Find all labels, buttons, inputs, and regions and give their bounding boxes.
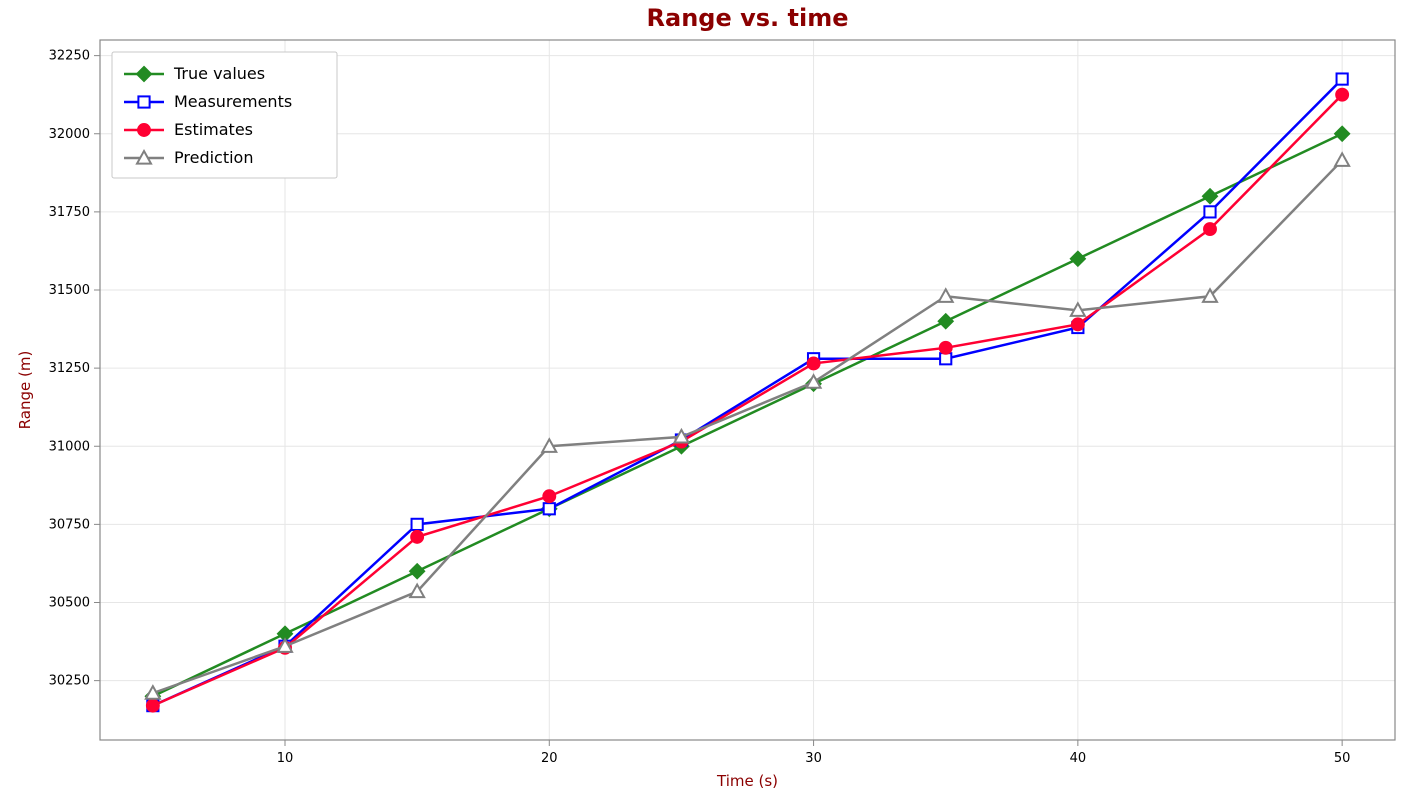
x-tick-label: 30 (805, 751, 822, 766)
x-tick-label: 20 (541, 751, 558, 766)
y-axis-label: Range (m) (16, 351, 34, 430)
x-tick-label: 10 (277, 751, 294, 766)
y-tick-label: 30750 (49, 517, 90, 532)
y-tick-label: 31500 (49, 283, 90, 298)
legend-label: Estimates (174, 120, 253, 139)
range-vs-time-chart: 10 20 30 40 50 30250 30500 30750 31000 31250 31500… (0, 0, 1419, 789)
y-tick-label: 32000 (49, 127, 90, 142)
chart-title: Range vs. time (647, 4, 849, 32)
legend-label: Prediction (174, 148, 253, 167)
legend: True values Measurements Estimates Predicti… (112, 52, 337, 178)
y-tick-label: 31750 (49, 205, 90, 220)
y-tick-label: 30250 (49, 674, 90, 689)
y-tick-label: 32250 (49, 49, 90, 64)
x-axis-label: Time (s) (716, 772, 778, 789)
y-tick-label: 31250 (49, 361, 90, 376)
x-tick-label: 50 (1334, 751, 1351, 766)
y-tick-label: 31000 (49, 439, 90, 454)
legend-label: True values (173, 64, 265, 83)
legend-label: Measurements (174, 92, 292, 111)
x-tick-label: 40 (1070, 751, 1087, 766)
chart-container: 10 20 30 40 50 30250 30500 30750 31000 31250 31500… (0, 0, 1419, 789)
y-tick-label: 30500 (49, 596, 90, 611)
